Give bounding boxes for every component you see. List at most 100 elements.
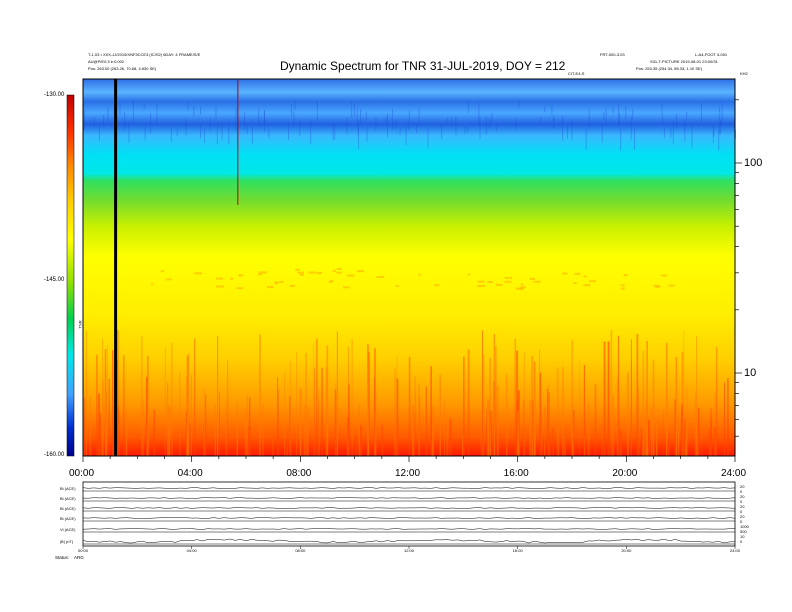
spectrum-streak [646, 340, 648, 456]
spectrum-streak [187, 100, 189, 111]
spectrum-streak [672, 120, 674, 144]
spectrum-streak [573, 409, 575, 456]
spectrum-streak [585, 128, 587, 151]
spectrum-streak [504, 280, 512, 283]
spectrum-streak [332, 269, 336, 272]
spectrum-streak [387, 113, 388, 138]
spectrum-streak [336, 271, 342, 274]
spectrum-streak [621, 284, 625, 287]
panel-trace [82, 517, 736, 519]
spectrum-streak [289, 361, 291, 456]
spectrum-streak [160, 270, 164, 273]
spectrum-streak [681, 404, 683, 456]
spectrum-streak [518, 100, 520, 109]
spectrum-streak [431, 415, 433, 456]
spectrum-streak [376, 276, 385, 278]
spectrum-streak [529, 277, 535, 280]
spectrum-streak [146, 376, 148, 456]
panel-label: |B| (nT) [60, 539, 74, 544]
spectrum-streak [434, 284, 439, 287]
spectrum-streak [681, 351, 684, 456]
spectrum-streak [670, 128, 672, 138]
panel-right-tick: 0 [740, 499, 743, 504]
spectrum-streak [293, 111, 295, 128]
spectrum-streak [713, 129, 715, 137]
spectrum-streak [93, 116, 95, 127]
spectrum-streak [509, 276, 513, 279]
spectrum-streak [374, 348, 376, 456]
spectrum-streak [98, 393, 100, 456]
spectrum-streak [360, 425, 362, 456]
spectrum-streak [439, 374, 441, 456]
spectrum-streak [238, 274, 244, 277]
spectrum-streak [418, 108, 420, 127]
spectrum-streak [171, 342, 173, 456]
panel-label: Bi (ACE) [60, 486, 76, 491]
panel-x-label: 12:00 [404, 548, 415, 553]
panel-right-tick: 1000 [740, 524, 749, 529]
y-tick-100: 100 [744, 157, 763, 169]
spectrum-streak [556, 367, 559, 456]
spectrum-streak [351, 338, 353, 456]
spectrum-streak [583, 284, 591, 287]
spectrum-streak [486, 409, 487, 456]
status-label: Status: [55, 555, 70, 560]
spectrum-streak [497, 385, 499, 456]
spectrum-streak [244, 410, 247, 456]
spectrum-streak [381, 424, 383, 456]
spectrum-streak [405, 125, 407, 145]
spectrum-streak [487, 399, 489, 456]
spectrum-streak [351, 100, 353, 118]
spectrum-streak [142, 399, 144, 456]
spectrum-streak [277, 377, 279, 456]
spectrum-streak [262, 404, 264, 456]
panel-label: Bi (ACE) [60, 496, 76, 501]
spectrum-streak [414, 376, 416, 456]
spectrum-streak [258, 107, 260, 126]
spectrum-streak [446, 117, 448, 123]
spectrum-streak [150, 113, 151, 134]
spectrum-streak [321, 367, 323, 456]
spectrum-streak [318, 402, 320, 456]
spectrum-streak [697, 407, 700, 456]
spectrum-streak [144, 126, 146, 140]
spectrum-streak [694, 392, 697, 456]
spectrum-streak [636, 334, 639, 456]
spectrum-streak [299, 273, 304, 276]
spectrum-streak [185, 411, 187, 456]
spectrum-streak [416, 124, 417, 133]
spectrum-streak [517, 411, 520, 456]
spectrum-streak [395, 119, 397, 130]
panel-right-tick: 0 [740, 509, 743, 514]
spectrum-streak [489, 117, 491, 129]
spectrum-streak [574, 272, 581, 275]
spectrum-streak [583, 365, 585, 456]
spectrum-streak [268, 129, 270, 139]
spectrum-streak [353, 103, 355, 117]
spectrum-streak [105, 390, 107, 456]
spectrum-streak [107, 106, 109, 122]
spectrum-streak [544, 106, 546, 112]
panel-label: Bi (ACE) [60, 516, 76, 521]
spectrum-streak [663, 410, 664, 456]
spectrum-streak [251, 126, 253, 144]
spectrum-streak [724, 382, 725, 456]
spectrum-streak [204, 129, 206, 143]
panel-trace [82, 538, 736, 544]
spectrum-streak [430, 366, 432, 456]
spectrum-streak [124, 111, 126, 131]
spectrum-streak [189, 423, 191, 456]
spectrum-streak [450, 117, 452, 127]
spectrum-streak [291, 103, 292, 117]
spectrum-streak [221, 122, 223, 141]
spectrum-streak [620, 128, 622, 151]
spectrum-streak [375, 390, 377, 456]
spectrum-streak [562, 272, 568, 275]
header-center-small: CIT-E4-S [568, 71, 585, 76]
spectrum-streak [612, 106, 614, 114]
spectrum-streak [200, 124, 201, 139]
spectrum-streak [188, 353, 190, 456]
spectrum-streak [478, 102, 480, 126]
spectrum-streak [259, 334, 261, 456]
